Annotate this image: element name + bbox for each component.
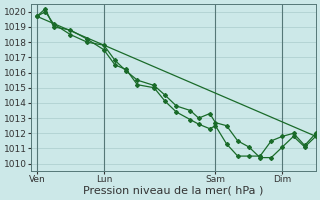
- X-axis label: Pression niveau de la mer( hPa ): Pression niveau de la mer( hPa ): [84, 186, 264, 196]
